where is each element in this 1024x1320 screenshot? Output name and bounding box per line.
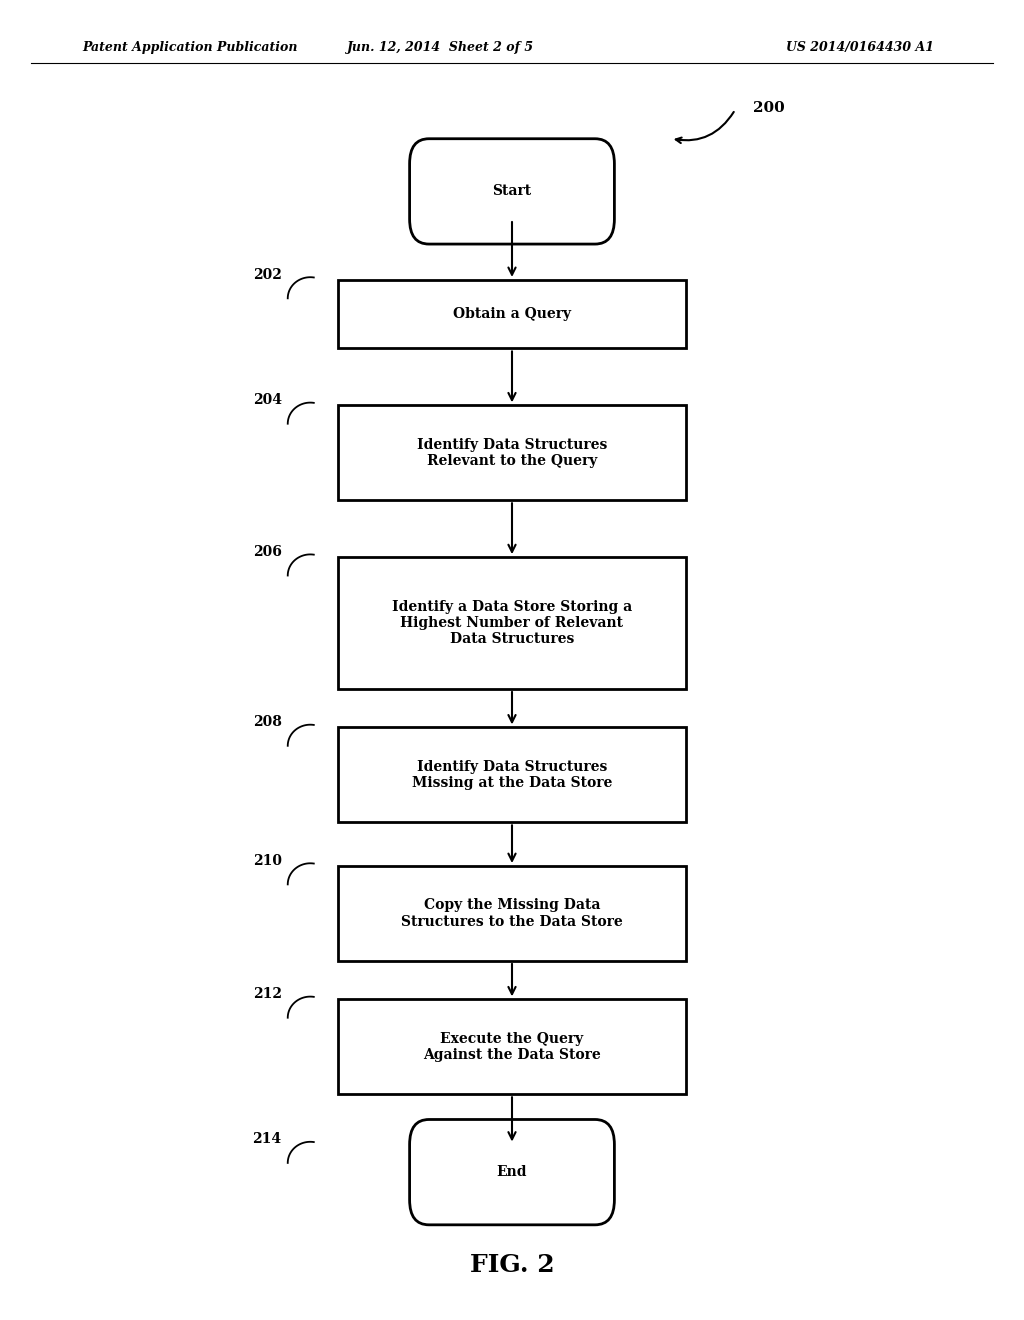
Text: Copy the Missing Data
Structures to the Data Store: Copy the Missing Data Structures to the … bbox=[401, 899, 623, 928]
Text: Identify Data Structures
Missing at the Data Store: Identify Data Structures Missing at the … bbox=[412, 760, 612, 789]
Bar bbox=[338, 866, 686, 961]
Text: Execute the Query
Against the Data Store: Execute the Query Against the Data Store bbox=[423, 1032, 601, 1061]
Bar bbox=[338, 727, 686, 822]
Text: 200: 200 bbox=[753, 102, 784, 115]
Text: Obtain a Query: Obtain a Query bbox=[453, 308, 571, 321]
Text: Patent Application Publication: Patent Application Publication bbox=[82, 41, 297, 54]
Text: 204: 204 bbox=[253, 393, 282, 407]
Text: US 2014/0164430 A1: US 2014/0164430 A1 bbox=[786, 41, 934, 54]
FancyBboxPatch shape bbox=[410, 139, 614, 244]
FancyArrowPatch shape bbox=[676, 112, 734, 143]
Text: FIG. 2: FIG. 2 bbox=[470, 1253, 554, 1276]
Text: 208: 208 bbox=[253, 715, 282, 729]
Bar bbox=[338, 405, 686, 500]
Bar bbox=[338, 999, 686, 1094]
Text: Identify a Data Store Storing a
Highest Number of Relevant
Data Structures: Identify a Data Store Storing a Highest … bbox=[392, 599, 632, 647]
Bar bbox=[338, 280, 686, 348]
Text: Start: Start bbox=[493, 185, 531, 198]
Bar bbox=[338, 557, 686, 689]
Text: 202: 202 bbox=[253, 268, 282, 281]
Text: 212: 212 bbox=[253, 987, 282, 1001]
Text: Identify Data Structures
Relevant to the Query: Identify Data Structures Relevant to the… bbox=[417, 438, 607, 467]
FancyBboxPatch shape bbox=[410, 1119, 614, 1225]
Text: 206: 206 bbox=[253, 545, 282, 558]
Text: End: End bbox=[497, 1166, 527, 1179]
Text: 214: 214 bbox=[253, 1133, 282, 1146]
Text: 210: 210 bbox=[253, 854, 282, 867]
Text: Jun. 12, 2014  Sheet 2 of 5: Jun. 12, 2014 Sheet 2 of 5 bbox=[347, 41, 534, 54]
